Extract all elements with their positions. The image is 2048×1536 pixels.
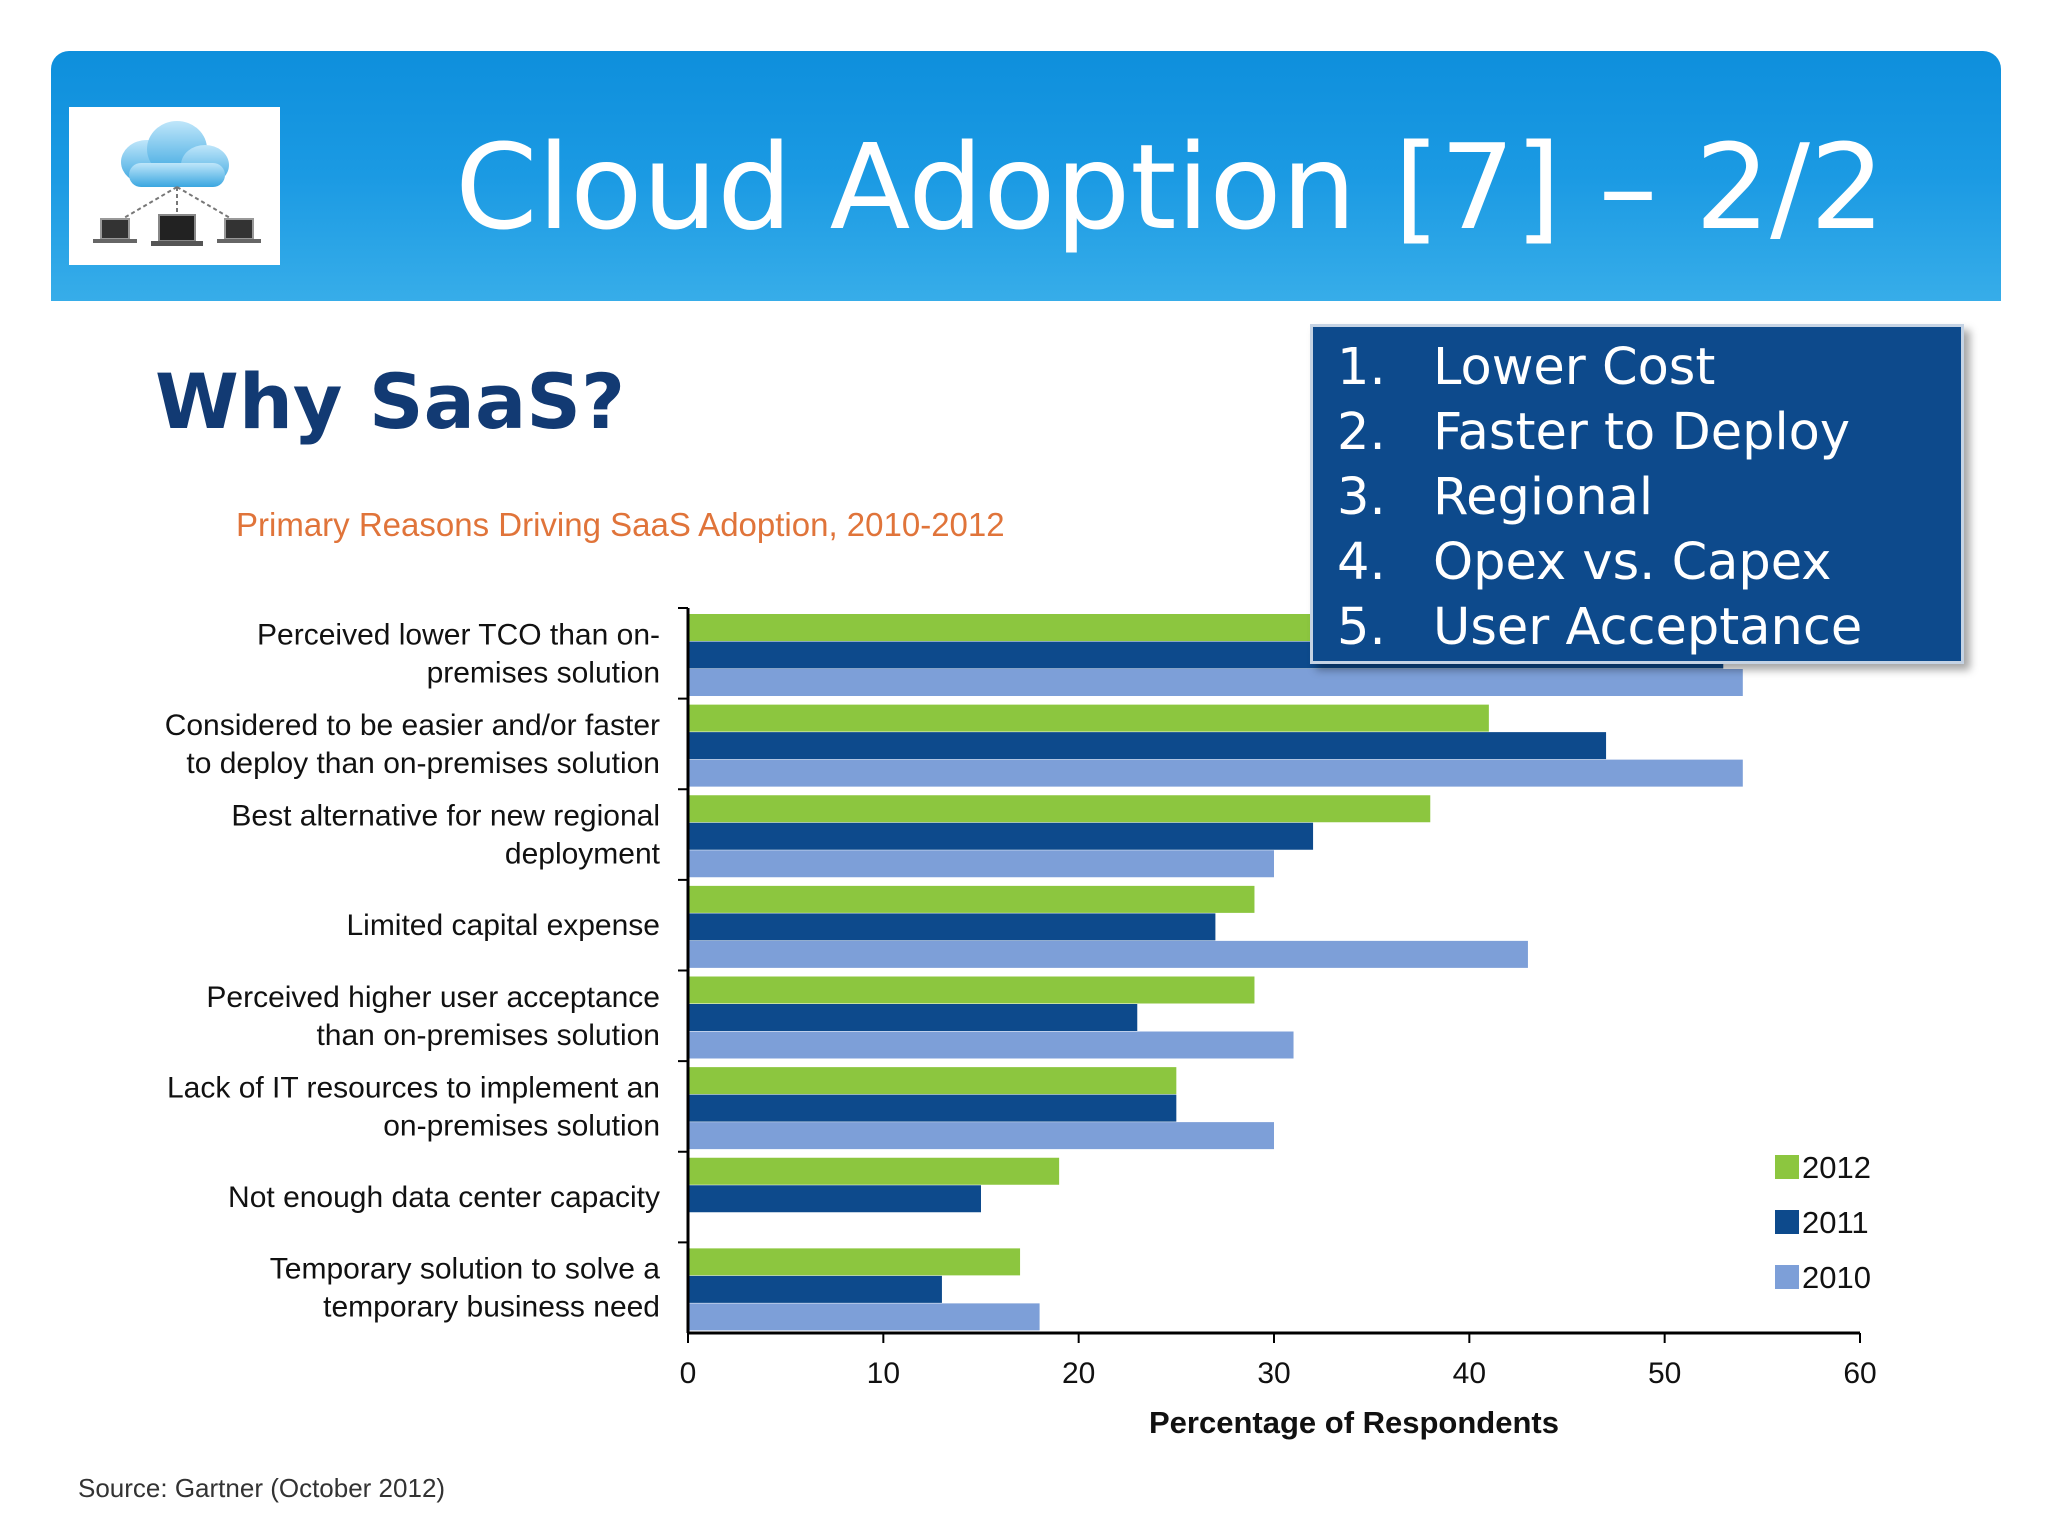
x-tick-label: 30 [1257, 1357, 1290, 1390]
bar-2010 [688, 1122, 1274, 1150]
x-tick-label: 50 [1648, 1357, 1681, 1390]
bar-2011 [688, 1275, 942, 1303]
legend-label: 2011 [1802, 1205, 1869, 1240]
bar-2010 [688, 669, 1743, 696]
bar-2012 [688, 704, 1489, 732]
bar-2012 [688, 1067, 1177, 1095]
bar-2011 [688, 1004, 1138, 1031]
source-note: Source: Gartner (October 2012) [78, 1473, 446, 1503]
legend: 2012 2011 2010 [1775, 1150, 1871, 1295]
x-tick-label: 40 [1453, 1357, 1486, 1390]
bars-group [688, 614, 1743, 1331]
category-label: temporary business need [323, 1291, 660, 1324]
legend-swatch [1775, 1155, 1799, 1179]
bar-2011 [688, 822, 1314, 850]
x-tick-label: 0 [680, 1357, 697, 1390]
legend-swatch [1775, 1210, 1799, 1234]
bar-2010 [688, 759, 1743, 787]
bar-2012 [688, 1157, 1060, 1185]
legend-label: 2012 [1802, 1150, 1871, 1185]
bar-2010 [688, 1031, 1294, 1059]
slide-title: Cloud Adoption [7] – 2/2 [455, 118, 1885, 256]
bar-2012 [688, 885, 1255, 913]
chart-title: Primary Reasons Driving SaaS Adoption, 2… [236, 506, 1005, 543]
reason-item: 2. Faster to Deploy [1337, 403, 1851, 462]
bar-2011 [688, 913, 1216, 941]
category-label: Best alternative for new regional [231, 800, 660, 833]
x-tick-label: 60 [1843, 1357, 1876, 1390]
bar-2010 [688, 850, 1274, 878]
axes-group: 0 10 20 30 40 50 60 [678, 607, 1877, 1390]
category-label: Perceived higher user acceptance [206, 981, 660, 1014]
category-label: premises solution [427, 656, 660, 689]
bar-2012 [688, 976, 1255, 1004]
category-label: Considered to be easier and/or faster [165, 709, 660, 742]
legend-label: 2010 [1802, 1260, 1871, 1295]
section-heading: Why SaaS? [155, 357, 626, 446]
bar-2012 [688, 1248, 1021, 1276]
bar-2011 [688, 1094, 1177, 1122]
category-label: than on-premises solution [316, 1019, 660, 1052]
bar-2011 [688, 1185, 981, 1213]
bar-2010 [688, 940, 1528, 968]
legend-swatch [1775, 1265, 1799, 1289]
reason-item: 3. Regional [1337, 468, 1654, 527]
logo [69, 107, 280, 265]
x-tick-label: 20 [1062, 1357, 1095, 1390]
x-axis-title: Percentage of Respondents [1149, 1405, 1559, 1440]
category-label: Limited capital expense [346, 909, 660, 942]
bar-2011 [688, 732, 1607, 760]
reason-item: 4. Opex vs. Capex [1337, 533, 1832, 592]
bar-2010 [688, 1303, 1040, 1331]
category-label: Not enough data center capacity [228, 1181, 660, 1214]
category-label: to deploy than on-premises solution [186, 747, 660, 780]
category-label: deployment [505, 838, 661, 871]
reasons-list: 1. Lower Cost 2. Faster to Deploy 3. Region… [1310, 324, 1964, 664]
category-label: Perceived lower TCO than on- [257, 618, 660, 651]
bar-2012 [688, 795, 1431, 823]
title-banner [51, 51, 2001, 301]
category-labels: Perceived lower TCO than on-premises sol… [165, 618, 661, 1323]
x-tick-label: 10 [867, 1357, 900, 1390]
category-label: Lack of IT resources to implement an [167, 1071, 660, 1104]
reason-item: 5. User Acceptance [1337, 598, 1863, 657]
cloud-network-icon [93, 121, 261, 246]
category-label: Temporary solution to solve a [270, 1253, 661, 1286]
reason-item: 1. Lower Cost [1337, 338, 1716, 397]
category-label: on-premises solution [383, 1109, 660, 1142]
